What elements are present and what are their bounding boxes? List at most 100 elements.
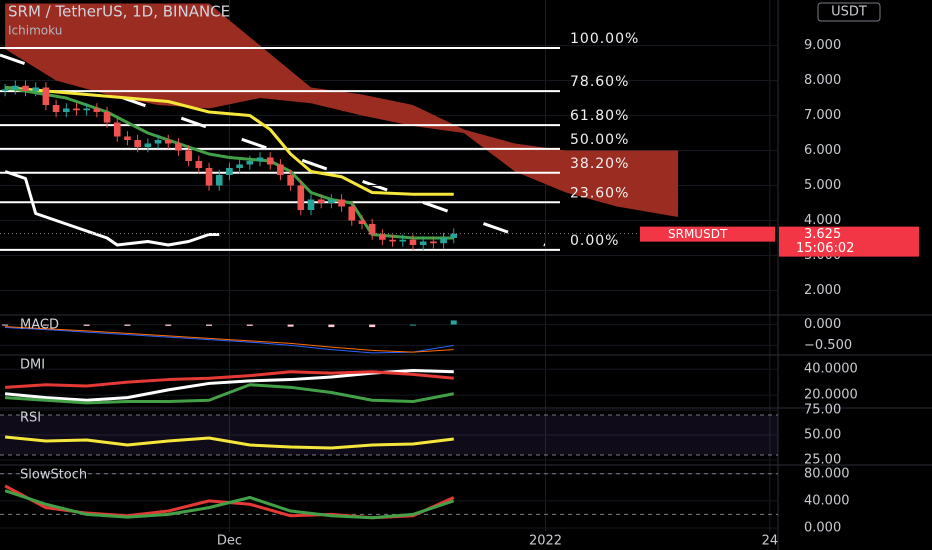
candle-body [62,108,70,112]
last-price: 3.625 [804,227,841,242]
candle-body [399,239,407,242]
histogram-bar [246,324,253,326]
symbol-label: SRMUSDT [668,227,728,241]
ichimoku-cloud [5,3,679,217]
fib-label: 38.20% [570,156,629,172]
candle-body [154,140,162,144]
fib-label: 100.00% [570,31,639,47]
candle-body [164,140,172,144]
panel-title: MACD [20,318,59,333]
candle-body [93,108,101,112]
candle-body [440,238,447,244]
price-box [779,226,919,257]
histogram-bar [369,324,376,328]
candle-body [73,108,80,111]
fib-label: 50.00% [570,132,629,148]
candle-body [32,87,40,91]
candle-body [287,175,294,186]
candle-body [317,199,325,203]
y-tick-label: 8.000 [804,73,841,88]
histogram-bar [2,324,9,326]
candle-body [226,168,233,175]
candle-body [11,85,19,90]
x-tick-label: Dec [217,534,242,549]
y-tick-label: 75.00 [804,403,841,418]
histogram-bar [165,324,172,326]
candle-body [307,199,315,210]
histogram-bar [206,324,213,326]
histogram-bar [83,324,90,326]
candle-body [185,150,192,161]
y-tick-label: 40.000 [804,493,850,508]
indicator-line [5,327,454,354]
candle-body [348,206,356,221]
y-tick-label: 20.0000 [804,388,858,403]
y-tick-label: 6.000 [804,143,841,158]
candle-body [1,89,9,91]
candle-body [22,85,29,91]
panel-title: RSI [20,411,41,426]
fib-label: 61.80% [570,108,629,124]
candle-body [266,157,274,165]
candle-body [430,241,437,244]
histogram-bar [450,320,457,325]
candle-body [175,143,182,151]
candle-body [215,175,223,186]
candle-body [195,161,203,168]
y-tick-label: 50.00 [804,428,841,443]
candle-body [124,136,131,140]
candle-body [83,108,90,111]
currency-box[interactable] [817,2,881,22]
candle-body [368,224,376,235]
histogram-bar [328,324,335,328]
fib-label: 78.60% [570,74,629,90]
candle-body [236,164,243,168]
candle-body [358,220,366,224]
y-tick-label: 9.000 [804,38,841,53]
indicator-line [5,383,455,405]
fib-label: 23.60% [570,185,629,201]
panel-title: DMI [20,358,45,373]
y-tick-label: 0.000 [804,317,841,332]
countdown: 15:06:02 [796,241,854,256]
x-tick-label: 2022 [529,534,562,549]
indicator-line [4,435,454,450]
candle-body [113,122,121,137]
fib-label: 0.00% [570,233,619,249]
x-tick-label: 24 [762,534,779,549]
y-tick-label: 7.000 [804,108,841,123]
y-tick-label: 5.000 [804,178,841,193]
candle-body [379,234,386,240]
candle-body [338,199,345,207]
band [0,415,778,455]
y-tick-label: −0.500 [804,338,852,353]
currency[interactable]: USDT [831,5,867,20]
candle-body [409,239,417,245]
y-tick-label: 4.000 [804,213,841,228]
candle-body [144,143,152,147]
indicator-line [5,326,454,353]
candle-body [134,140,141,147]
histogram-bar [42,324,49,326]
y-tick-label: 0.000 [804,520,841,535]
histogram-bar [287,324,294,327]
y-tick-label: 25.00 [804,453,841,468]
symbol-box [640,226,775,242]
candle-body [42,87,50,105]
y-tick-label: 2.000 [804,283,841,298]
candle-body [419,241,427,245]
y-tick-label: 80.000 [804,466,850,481]
ichimoku-line [4,170,220,247]
indicator-name: Ichimoku [8,24,62,38]
ichimoku-line [4,86,454,196]
candle-body [297,185,305,210]
chart-title: SRM / TetherUS, 1D, BINANCE [8,3,230,21]
candle-body [246,161,254,165]
histogram-bar [409,324,416,326]
candle-body [103,112,111,123]
candle-body [256,157,264,161]
candle-body [205,168,213,186]
